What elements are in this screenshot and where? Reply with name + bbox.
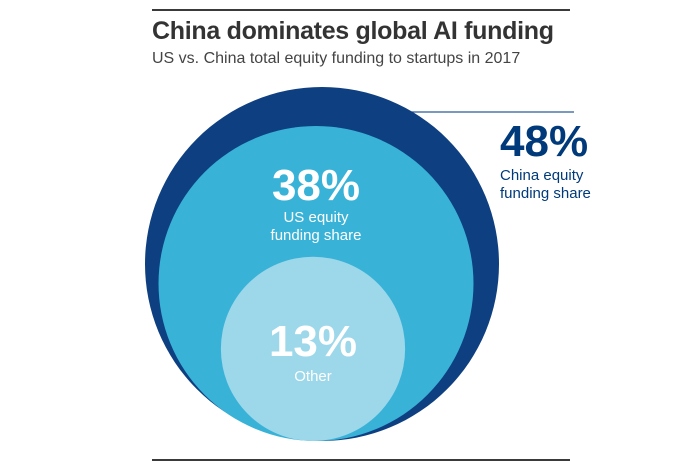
- other-value-label: 13%: [269, 317, 357, 366]
- china-value-label: 48%: [500, 117, 588, 166]
- china-series-label-line2: funding share: [500, 185, 591, 202]
- chart-subtitle: US vs. China total equity funding to sta…: [152, 50, 521, 67]
- bottom-rule: [152, 459, 570, 461]
- china-series-label-line1: China equity: [500, 167, 584, 184]
- top-rule: [152, 9, 570, 11]
- us-series-label-line1: US equity: [283, 209, 349, 226]
- circle-other: [220, 256, 406, 442]
- us-value-label: 38%: [272, 161, 360, 210]
- us-series-label-line2: funding share: [271, 227, 362, 244]
- other-series-label: Other: [294, 368, 332, 385]
- chart-title: China dominates global AI funding: [152, 17, 554, 45]
